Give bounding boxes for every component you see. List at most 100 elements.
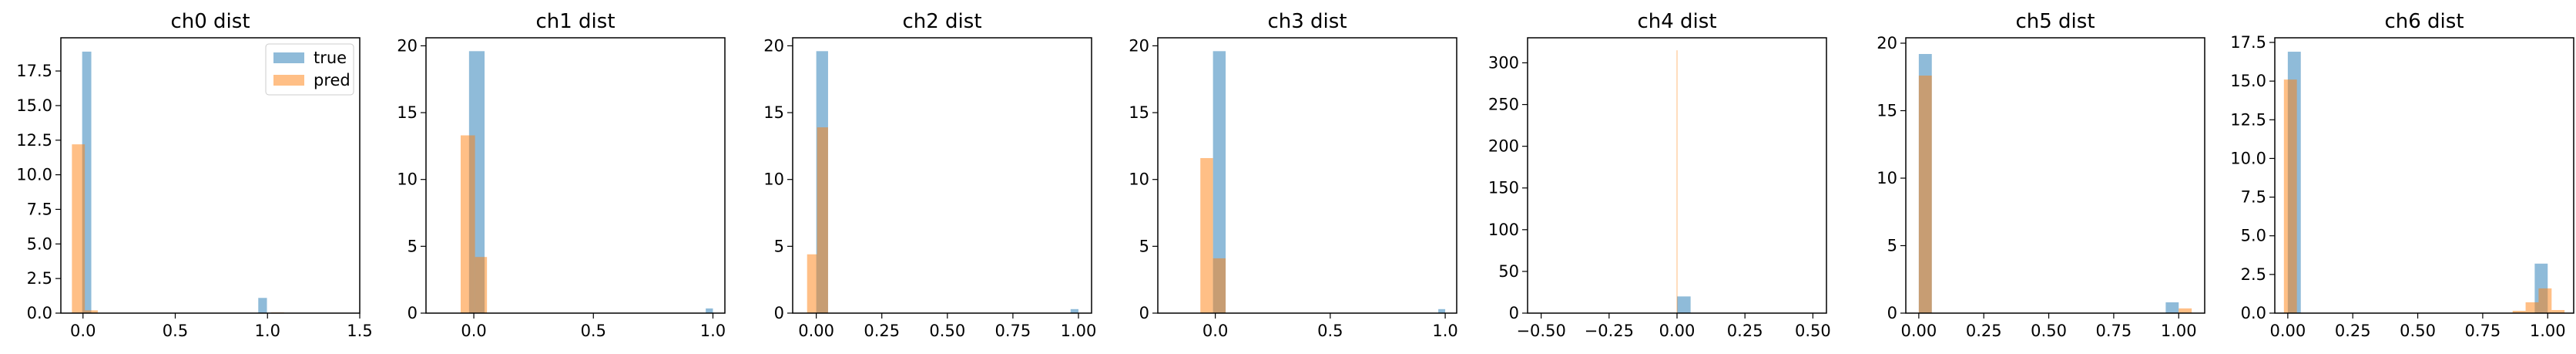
x-tick-label: 0.25 — [2335, 322, 2371, 340]
x-tick-label: 0.25 — [864, 322, 900, 340]
x-tick-label: 0.5 — [581, 322, 606, 340]
y-tick-label: 50 — [1498, 262, 1519, 281]
y-tick-label: 15 — [1877, 102, 1897, 120]
y-tick-label: 2.5 — [27, 269, 52, 288]
y-tick-label: 7.5 — [27, 200, 52, 218]
y-tick-label: 150 — [1488, 179, 1519, 197]
x-tick-label: 0.75 — [995, 322, 1031, 340]
y-tick-label: 7.5 — [2241, 188, 2266, 207]
axes-frame — [1905, 37, 2205, 314]
y-tick-label: 17.5 — [16, 62, 52, 80]
x-tick-label: 1.0 — [700, 322, 726, 340]
y-tick-label: 20 — [1877, 34, 1897, 52]
axes-frame — [2274, 37, 2574, 314]
legend: true pred — [265, 43, 354, 96]
legend-label: pred — [314, 71, 351, 89]
y-tick-label: 5.0 — [27, 234, 52, 253]
y-tick-label: 5 — [774, 237, 784, 255]
x-tick-label: 0.25 — [1727, 322, 1763, 340]
y-tick-label: 20 — [397, 36, 418, 55]
pred-bar — [475, 257, 488, 313]
axes-frame — [425, 37, 726, 314]
x-tick-label: 0.75 — [2096, 322, 2132, 340]
x-tick-label: 0.00 — [2269, 322, 2306, 340]
y-tick-label: 15.0 — [16, 96, 52, 115]
true-bar — [258, 298, 267, 313]
y-tick-label: 0 — [1887, 304, 1897, 322]
x-tick-label: 1.00 — [2161, 322, 2197, 340]
x-tick-label: 1.0 — [255, 322, 280, 340]
x-tick-label: 0.00 — [1900, 322, 1937, 340]
y-tick-label: 12.5 — [2230, 110, 2266, 129]
y-tick-label: 10.0 — [2230, 149, 2266, 167]
x-tick-label: −0.25 — [1585, 322, 1634, 340]
y-tick-label: 15 — [1129, 103, 1149, 122]
histogram-panel: 0.00 0.25 0.50 0.75 1.00 0 5 10 15 20 ch5 dist — [1877, 10, 2205, 340]
y-tick-label: 5.0 — [2241, 227, 2266, 245]
y-tick-label: 0.0 — [27, 304, 52, 322]
y-tick-label: 10.0 — [16, 166, 52, 184]
x-tick-label: 1.00 — [1061, 322, 1097, 340]
chart-title: ch3 dist — [1267, 10, 1347, 33]
y-tick-label: 100 — [1488, 221, 1519, 239]
axes-frame — [1157, 37, 1457, 314]
true-bar — [1677, 296, 1691, 313]
y-tick-label: 0 — [408, 304, 418, 322]
pred-bar — [85, 310, 98, 313]
x-tick-label: 0.5 — [163, 322, 188, 340]
y-tick-label: 5 — [1139, 237, 1149, 255]
chart-title: ch4 dist — [1637, 10, 1716, 33]
y-tick-label: 0 — [774, 304, 784, 322]
pred-bar — [817, 127, 828, 313]
pred-bar — [1676, 50, 1678, 313]
x-tick-label: 1.00 — [2530, 322, 2566, 340]
pred-bar — [2512, 310, 2526, 313]
x-tick-label: 0.0 — [1202, 322, 1228, 340]
pred-bar — [1918, 76, 1932, 313]
legend-label: true — [314, 49, 347, 67]
chart-title: ch2 dist — [902, 10, 981, 33]
chart-title: ch0 dist — [170, 10, 250, 33]
y-tick-label: 10 — [397, 170, 418, 189]
y-tick-label: 17.5 — [2230, 33, 2266, 52]
chart-title: ch1 dist — [535, 10, 615, 33]
histogram-panel: −0.50 −0.25 0.00 0.25 0.50 0 50 100 150 200 250 300… — [1488, 10, 1831, 340]
y-tick-label: 10 — [763, 170, 784, 189]
pred-bar — [2525, 302, 2539, 313]
pred-bar — [1200, 157, 1213, 313]
histogram-panel: 0.0 0.5 1.0 1.5 0.0 2.5 5.0 7.5 10.0 12.5 15.0 17.5… — [16, 10, 372, 340]
x-tick-label: 1.0 — [1432, 322, 1457, 340]
y-tick-label: 0.0 — [2241, 304, 2266, 322]
histogram-panel: 0.0 0.5 1.0 0 5 10 15 20 ch3 dist — [1129, 10, 1458, 340]
x-tick-label: 0.00 — [798, 322, 834, 340]
true-bar — [1070, 308, 1078, 313]
legend-swatch — [273, 75, 304, 86]
y-tick-label: 12.5 — [16, 131, 52, 150]
true-bar — [706, 308, 713, 313]
chart-title: ch6 dist — [2384, 10, 2464, 33]
y-tick-label: 20 — [1129, 36, 1149, 55]
true-bar — [2165, 302, 2179, 313]
axes-frame — [792, 37, 1092, 314]
y-tick-label: 300 — [1488, 53, 1519, 72]
y-tick-label: 20 — [763, 36, 784, 55]
y-tick-label: 0 — [1509, 304, 1519, 322]
histogram-panel: 0.00 0.25 0.50 0.75 1.00 0.0 2.5 5.0 7.5 10.0 12.5… — [2230, 10, 2574, 340]
chart-title: ch5 dist — [2015, 10, 2095, 33]
x-tick-label: 0.50 — [2031, 322, 2067, 340]
x-tick-label: 0.50 — [929, 322, 965, 340]
true-bar — [1438, 308, 1446, 313]
x-tick-label: 0.75 — [2465, 322, 2501, 340]
y-tick-label: 0 — [1139, 304, 1149, 322]
y-tick-label: 10 — [1877, 169, 1897, 187]
x-tick-label: 0.5 — [1317, 322, 1343, 340]
y-tick-label: 200 — [1488, 137, 1519, 156]
x-tick-label: 0.50 — [1795, 322, 1831, 340]
pred-bar — [807, 254, 817, 313]
x-tick-label: −0.50 — [1516, 322, 1565, 340]
y-tick-label: 5 — [408, 237, 418, 255]
histogram-panel: 0.00 0.25 0.50 0.75 1.00 0 5 10 15 20 ch2 dist — [763, 10, 1096, 340]
y-tick-label: 15.0 — [2230, 72, 2266, 90]
x-tick-label: 0.00 — [1659, 322, 1696, 340]
